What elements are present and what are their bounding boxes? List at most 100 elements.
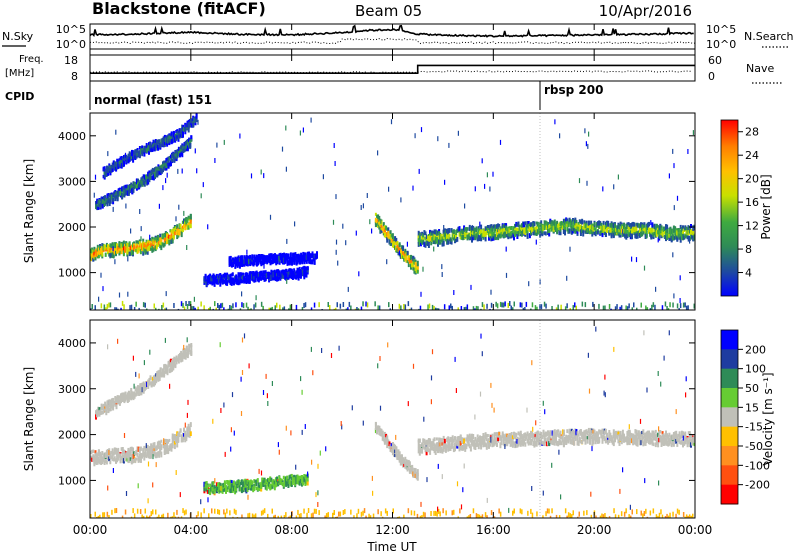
power-echo-cell <box>246 272 249 279</box>
velocity-echo-cell <box>128 458 131 463</box>
power-echo-cell <box>612 222 615 227</box>
power-echo-cell <box>599 230 602 235</box>
power-echo-cell <box>690 230 692 235</box>
power-echo-cell <box>114 307 116 310</box>
velocity-echo-cell <box>244 478 247 484</box>
power-echo-cell <box>96 205 99 211</box>
velocity-echo-cell <box>450 437 453 442</box>
power-echo-cell <box>604 232 607 237</box>
power-echo-cell <box>150 243 153 247</box>
velocity-echo-cell <box>93 461 96 467</box>
power-echo-cell <box>237 262 240 267</box>
power-echo-cell <box>499 226 502 231</box>
power-echo-cell <box>662 226 665 231</box>
velocity-echo-cell <box>415 471 418 477</box>
power-echo-cell <box>166 162 169 166</box>
power-y-tick-label: 1000 <box>58 267 86 280</box>
power-echo-cell <box>235 302 237 308</box>
power-echo-cell <box>285 253 288 257</box>
power-echo-cell <box>239 272 242 276</box>
power-echo-cell <box>335 249 337 255</box>
power-echo-cell <box>278 253 281 257</box>
power-echo-cell <box>197 119 199 125</box>
velocity-echo-cell <box>219 485 222 491</box>
velocity-echo-cell <box>150 446 153 453</box>
velocity-echo-cell <box>113 447 116 452</box>
power-echo-cell <box>118 292 121 298</box>
velocity-echo-cell <box>188 348 191 352</box>
power-echo-cell <box>409 308 411 310</box>
power-echo-cell <box>424 231 427 236</box>
power-echo-cell <box>252 271 255 276</box>
power-echo-cell <box>517 232 520 237</box>
power-echo-cell <box>228 263 231 267</box>
power-echo-cell <box>467 234 470 239</box>
power-echo-cell <box>403 258 406 262</box>
power-echo-cell <box>540 220 543 226</box>
velocity-echo-cell <box>463 444 466 450</box>
power-echo-cell <box>107 196 110 200</box>
power-echo-cell <box>295 304 298 310</box>
power-echo-cell <box>490 227 493 234</box>
velocity-echo-cell <box>442 444 445 449</box>
power-echo-cell <box>167 137 170 144</box>
velocity-echo-cell <box>178 431 181 437</box>
power-echo-cell <box>281 269 284 274</box>
velocity-echo-cell <box>302 475 305 482</box>
velocity-echo-cell <box>252 486 255 493</box>
power-echo-cell <box>654 230 657 237</box>
power-echo-cell <box>561 225 564 230</box>
power-echo-cell <box>112 198 115 202</box>
power-echo-cell <box>137 183 139 189</box>
power-echo-cell <box>196 168 198 174</box>
power-echo-cell <box>274 305 276 310</box>
power-echo-cell <box>496 224 498 231</box>
power-echo-cell <box>263 257 266 263</box>
velocity-echo-cell <box>240 479 243 486</box>
velocity-echo-cell <box>176 436 179 441</box>
power-echo-cell <box>536 306 538 310</box>
power-echoes <box>90 113 695 310</box>
power-echo-cell <box>616 225 619 230</box>
velocity-echo-cell <box>219 489 222 493</box>
power-echo-cell <box>280 259 283 263</box>
power-echo-cell <box>515 227 518 231</box>
power-echo-cell <box>393 237 395 242</box>
power-echo-cell <box>443 232 445 238</box>
power-echo-cell <box>607 220 610 227</box>
power-echo-cell <box>176 154 179 158</box>
power-echo-cell <box>480 308 482 310</box>
power-echo-cell <box>135 148 138 153</box>
power-echo-cell <box>282 253 284 257</box>
power-echo-cell <box>503 232 506 238</box>
power-echo-cell <box>166 233 168 239</box>
velocity-echo-cell <box>177 433 180 440</box>
power-echo-cell <box>421 239 424 245</box>
power-echo-cell <box>649 308 652 310</box>
power-echo-cell <box>579 227 582 233</box>
power-echo-cell <box>248 308 251 310</box>
power-echo-cell <box>261 272 264 279</box>
velocity-echo-cell <box>149 455 151 459</box>
velocity-echo-cell <box>138 453 141 458</box>
power-echo-cell <box>693 235 695 241</box>
power-echo-cell <box>209 273 212 278</box>
power-echo-cell <box>163 163 166 167</box>
power-echo-cell <box>623 225 625 232</box>
velocity-echo-cell <box>480 445 483 450</box>
noise-left-tick-bottom: 10^0 <box>56 38 86 51</box>
power-echo-cell <box>108 248 111 252</box>
power-colorbar-tick-label: 8 <box>745 243 752 256</box>
power-echo-cell <box>404 304 407 310</box>
velocity-echo-cell <box>454 442 456 447</box>
power-echo-cell <box>411 259 414 263</box>
power-echo-cell <box>192 306 195 310</box>
power-echo-cell <box>303 272 306 278</box>
velocity-echo-cell <box>302 481 305 486</box>
power-echo-cell <box>175 226 178 231</box>
power-echo-cell <box>272 254 275 260</box>
velocity-echo-cell <box>108 401 111 407</box>
power-echo-cell <box>131 154 133 160</box>
velocity-echo-cell <box>411 469 414 475</box>
velocity-echo-cell <box>186 427 189 434</box>
